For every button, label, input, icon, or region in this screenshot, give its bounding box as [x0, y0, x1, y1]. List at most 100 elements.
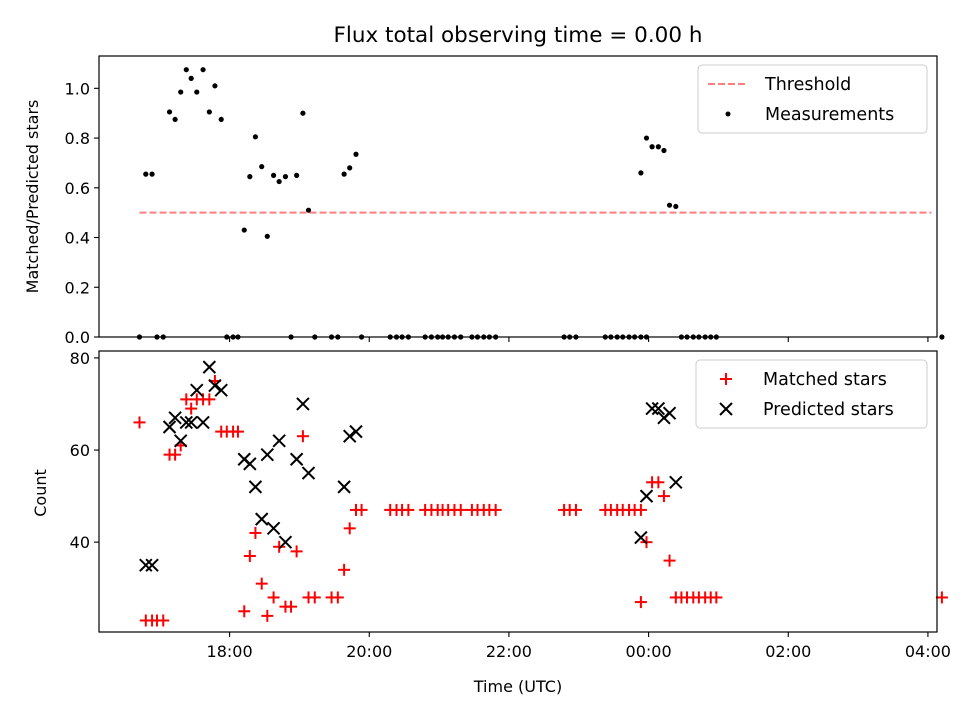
legend-predicted-swatch — [719, 402, 733, 416]
measurements-point — [188, 75, 194, 81]
measurements-point — [183, 67, 189, 73]
measurements-point — [649, 144, 655, 150]
top-y-tick-label: 0.0 — [65, 328, 90, 347]
predicted-stars-point — [289, 452, 304, 466]
legend-predicted-label: Predicted stars — [763, 400, 894, 420]
x-axis-label: Time (UTC) — [473, 677, 562, 696]
measurements-point — [305, 207, 312, 213]
matched-stars-point — [290, 545, 303, 558]
measurements-point — [673, 203, 679, 210]
predicted-stars-point — [260, 447, 275, 462]
matched-stars-point — [663, 554, 676, 567]
predicted-stars-point — [645, 401, 659, 416]
matched-stars-point — [169, 448, 182, 461]
predicted-stars-point — [651, 401, 666, 416]
predicted-stars-point — [255, 512, 269, 526]
predicted-stars-point — [145, 558, 159, 572]
measurements-point — [264, 233, 270, 239]
matched-stars-point — [238, 605, 251, 618]
matched-stars-point — [652, 476, 665, 489]
predicted-stars-point — [179, 415, 193, 430]
matched-stars-point — [308, 591, 321, 604]
predicted-stars-point — [349, 424, 363, 439]
measurements-point — [218, 116, 224, 123]
bottom-panel-y-axis-label: Count — [31, 469, 50, 517]
predicted-stars-point — [296, 397, 310, 411]
measurements-point — [252, 134, 259, 140]
bottom-y-tick-label: 40 — [70, 533, 90, 552]
measurements-point — [270, 172, 277, 178]
matched-stars-point — [296, 430, 309, 443]
measurements-point — [638, 170, 644, 176]
matched-stars-point — [180, 393, 193, 406]
measurements-point — [341, 171, 347, 177]
matched-stars-point — [185, 402, 198, 415]
predicted-stars-point — [190, 383, 204, 397]
measurements-point — [241, 227, 247, 233]
matched-stars-point — [343, 522, 356, 535]
x-tick-label: 00:00 — [626, 642, 672, 661]
top-y-tick-label: 1.0 — [65, 79, 90, 98]
x-tick-label: 22:00 — [486, 642, 532, 661]
measurements-point — [206, 109, 212, 115]
measurements-point — [200, 67, 206, 73]
measurements-point — [212, 83, 218, 89]
bottom-panel-frame — [98, 350, 938, 633]
matched-stars-point — [355, 503, 368, 516]
matched-stars-point — [255, 577, 268, 590]
predicted-stars-point — [202, 360, 217, 374]
predicted-stars-point — [214, 383, 228, 397]
measurements-point — [149, 171, 155, 177]
measurements-point — [643, 135, 650, 141]
bottom-panel-data-layer — [133, 360, 948, 627]
matched-stars-point — [273, 540, 286, 553]
matched-stars-point — [935, 591, 948, 604]
measurements-point — [172, 116, 178, 123]
matched-stars-point — [634, 503, 647, 516]
predicted-stars-point — [139, 558, 153, 572]
top-legend: Threshold Measurements — [697, 64, 928, 134]
matched-stars-point — [249, 526, 262, 539]
matched-stars-point — [267, 591, 280, 604]
matched-stars-point — [657, 490, 670, 503]
measurements-point — [347, 165, 353, 171]
matched-stars-point — [133, 416, 146, 429]
measurements-point — [282, 174, 289, 180]
matched-stars-point — [203, 393, 216, 406]
bottom-panel-ticks: 40 60 80 18:00 20:00 22:00 00:00 02:00 04:00 — [70, 349, 951, 661]
top-y-tick-label: 0.8 — [65, 129, 90, 148]
predicted-stars-point — [337, 480, 351, 494]
legend-threshold-label: Threshold — [764, 75, 851, 95]
top-panel: 0.0 0.2 0.4 0.6 0.8 1.0 Matched/Predicted sta… — [23, 55, 945, 347]
measurements-point — [166, 109, 173, 115]
top-legend-box — [697, 64, 928, 134]
matched-stars-point — [243, 549, 256, 562]
top-y-tick-label: 0.2 — [65, 278, 90, 297]
legend-measurements-label: Measurements — [765, 105, 894, 125]
bottom-y-tick-label: 60 — [70, 441, 90, 460]
matched-stars-point — [454, 503, 467, 516]
matched-stars-point — [710, 591, 723, 604]
top-panel-y-axis-label: Matched/Predicted stars — [23, 100, 42, 294]
predicted-stars-point — [342, 429, 357, 443]
top-panel-ticks: 0.0 0.2 0.4 0.6 0.8 1.0 — [65, 79, 929, 347]
measurements-point — [353, 151, 359, 157]
measurements-point — [276, 178, 282, 185]
bottom-panel: 40 60 80 18:00 20:00 22:00 00:00 02:00 04:00 Cou… — [31, 349, 951, 696]
predicted-stars-point — [669, 475, 683, 489]
bottom-y-tick-label: 80 — [70, 349, 90, 368]
predicted-stars-point — [272, 434, 286, 448]
measurements-point — [194, 89, 200, 95]
predicted-stars-point — [248, 480, 263, 494]
bottom-legend-box — [695, 359, 928, 429]
measurements-point — [143, 171, 149, 177]
x-tick-label: 18:00 — [207, 642, 253, 661]
matched-stars-point — [157, 614, 170, 627]
x-tick-label: 04:00 — [905, 642, 951, 661]
predicted-stars-point — [208, 378, 222, 393]
predicted-stars-point — [173, 434, 188, 448]
predicted-stars-point — [162, 420, 177, 434]
top-panel-frame — [98, 55, 938, 338]
measurements-point — [661, 147, 667, 154]
